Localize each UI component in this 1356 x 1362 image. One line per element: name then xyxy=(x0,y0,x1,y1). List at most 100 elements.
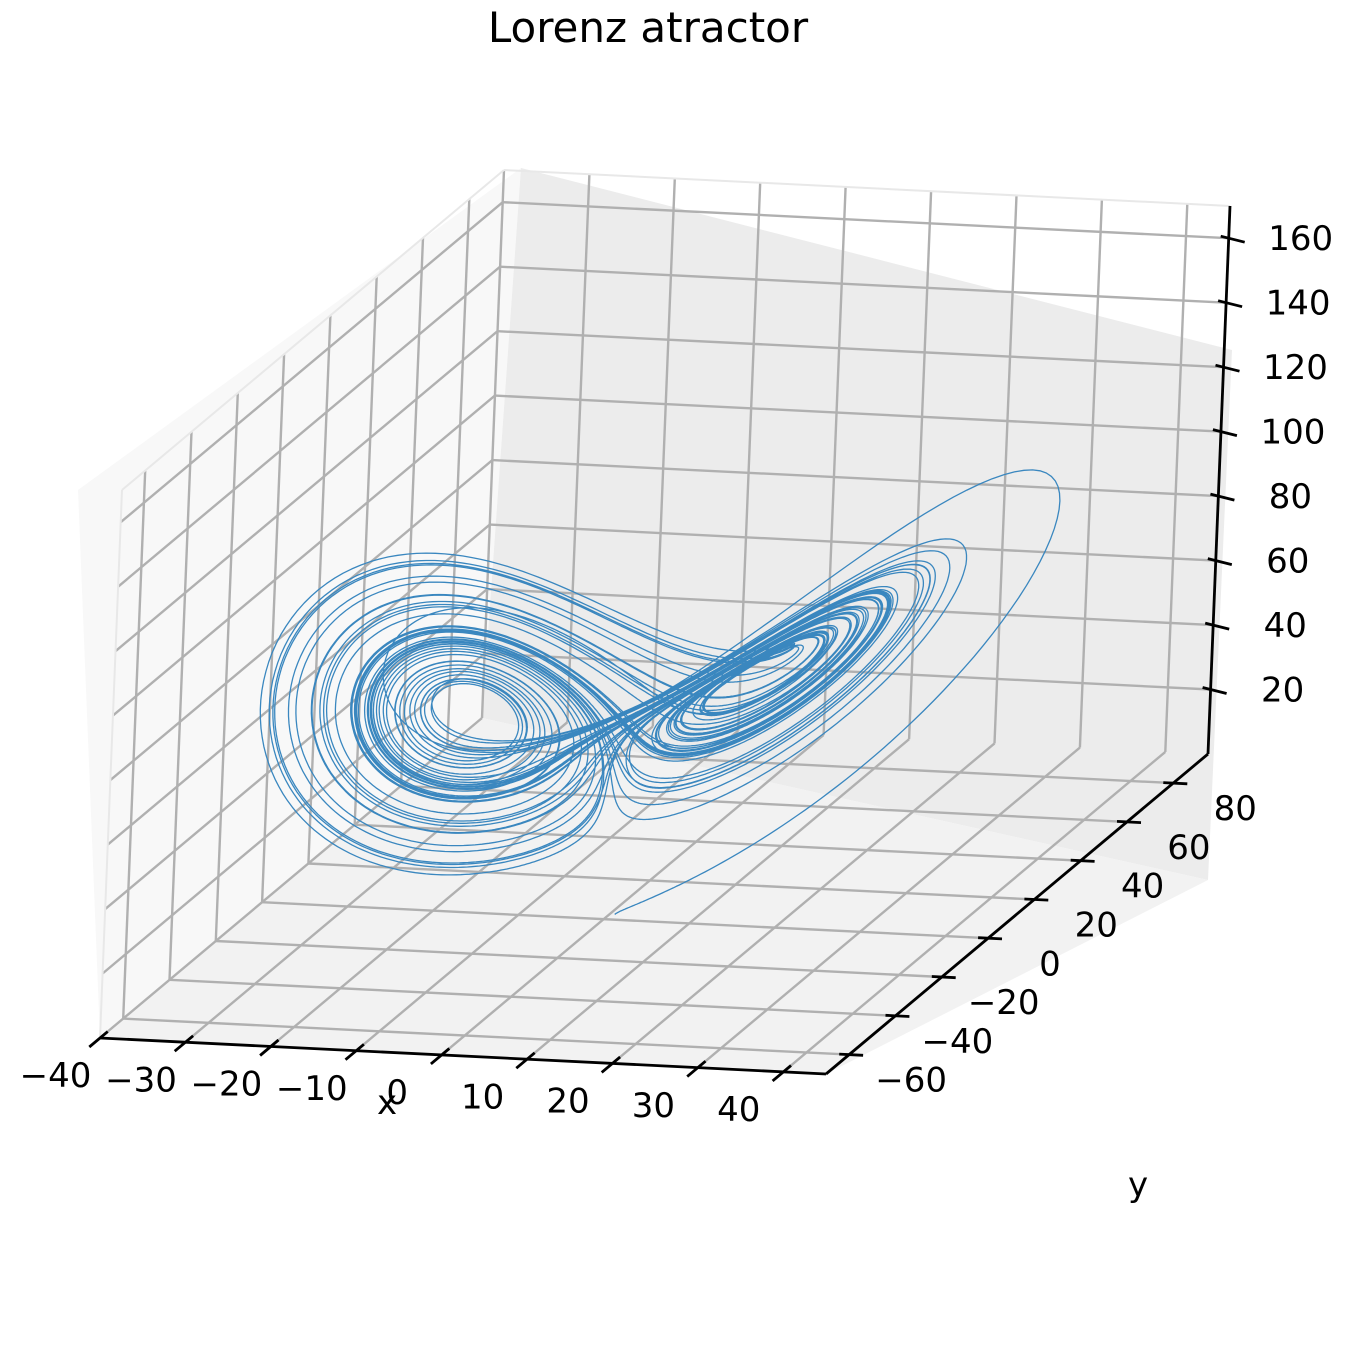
y-tick-mark xyxy=(885,1013,910,1018)
z-tick-mark xyxy=(1204,621,1230,631)
axis-panes xyxy=(78,168,1232,1074)
y-tick-label: −20 xyxy=(968,983,1040,1023)
axis-lines: −40 −30 −20 −10 0 10 20 30 40−60−40−200204060802… xyxy=(20,205,1333,1130)
grid-line-z-left xyxy=(114,330,499,653)
left-pane xyxy=(78,168,521,1038)
grid-line-z-back xyxy=(500,265,1227,304)
x-tick-label: 20 xyxy=(546,1082,589,1122)
x-tick-label: −20 xyxy=(191,1065,263,1105)
grid-line-x-floor xyxy=(355,729,739,1052)
grid-line-x-floor xyxy=(782,750,1167,1073)
x-tick-label: −30 xyxy=(105,1061,177,1101)
z-tick-mark xyxy=(1207,557,1233,566)
z-tick-label: 140 xyxy=(1266,284,1331,324)
grid-line-y-left xyxy=(446,199,471,748)
z-tick-mark xyxy=(1210,492,1235,502)
series-line-trajectory xyxy=(259,469,1061,915)
grid-line-x-back xyxy=(566,174,591,723)
grid-line-y-left xyxy=(168,431,193,980)
z-tick-label: 40 xyxy=(1264,606,1307,646)
grid-line-z-back xyxy=(489,523,1216,562)
grid-line-z-back xyxy=(494,394,1221,433)
grid-line-x-back xyxy=(737,182,762,731)
grid-line-x-floor xyxy=(611,742,996,1065)
z-tick-label: 60 xyxy=(1266,542,1309,582)
z-tick-mark xyxy=(1202,686,1227,695)
x-axis-line xyxy=(99,1036,827,1076)
y-tick-label: −40 xyxy=(922,1022,994,1062)
z-tick-label: 160 xyxy=(1268,219,1333,259)
grid-line-x-floor xyxy=(526,738,910,1061)
y-tick-label: 20 xyxy=(1075,906,1118,946)
x-tick-mark xyxy=(430,1047,451,1065)
grid-line-y-floor xyxy=(123,1017,850,1056)
grid-line-x-floor xyxy=(270,725,654,1048)
grid-line-y-left xyxy=(214,392,239,942)
grid-line-y-floor xyxy=(169,978,896,1017)
y-tick-label: 60 xyxy=(1167,828,1210,868)
z-tick-mark xyxy=(1215,363,1240,373)
x-tick-label: 10 xyxy=(461,1077,504,1117)
pane-edge xyxy=(503,169,1231,207)
x-tick-mark xyxy=(771,1064,792,1082)
z-tick-mark xyxy=(1212,428,1238,437)
x-tick-label: 30 xyxy=(632,1086,675,1126)
z-tick-label: 100 xyxy=(1260,413,1325,453)
grid-line-x-back xyxy=(651,178,676,727)
grid-line-x-floor xyxy=(440,733,825,1056)
grid-line-z-back xyxy=(497,330,1224,369)
y-tick-label: 40 xyxy=(1121,867,1164,907)
y-axis-label: y xyxy=(1128,1165,1148,1205)
x-tick-label: 40 xyxy=(717,1090,760,1130)
grid-line-z-left xyxy=(119,201,504,524)
x-tick-label: −40 xyxy=(20,1056,92,1096)
y-tick-label: −60 xyxy=(875,1061,947,1101)
grid-line-x-back xyxy=(1078,199,1104,748)
x-tick-label: −10 xyxy=(276,1069,348,1109)
grid-line-z-left xyxy=(117,265,501,588)
x-tick-mark xyxy=(515,1051,536,1070)
z-tick-label: 120 xyxy=(1263,348,1328,388)
grid-line-y-left xyxy=(260,354,286,903)
grid-line-z-back xyxy=(502,201,1229,240)
chart-title: Lorenz atractor xyxy=(488,3,809,52)
grid-line-y-floor xyxy=(308,862,1035,901)
x-tick-mark xyxy=(259,1038,280,1057)
grid-line-z-back xyxy=(492,458,1219,498)
grid-line-x-floor xyxy=(184,721,569,1044)
y-tick-mark xyxy=(1070,858,1095,863)
grid-line-x-back xyxy=(1164,203,1189,752)
x-tick-mark xyxy=(173,1034,194,1053)
grid-line-y-floor xyxy=(262,901,989,940)
pane-edge xyxy=(121,169,505,491)
grid-line-y-floor xyxy=(215,939,942,979)
x-axis-label: x xyxy=(377,1083,397,1123)
x-tick-mark xyxy=(686,1060,707,1078)
grid-line-y-floor xyxy=(354,823,1081,862)
x-tick-mark xyxy=(88,1030,109,1049)
grid-line-y-left xyxy=(399,237,425,786)
grid-line-x-back xyxy=(907,191,933,740)
z-axis-line xyxy=(1206,205,1232,755)
y-tick-mark xyxy=(1024,897,1049,902)
x-tick-mark xyxy=(344,1043,365,1061)
y-tick-label: 0 xyxy=(1039,944,1061,984)
z-tick-mark xyxy=(1220,234,1246,244)
y-tick-label: 80 xyxy=(1214,789,1257,829)
y-tick-mark xyxy=(1116,820,1142,824)
trajectory-layer xyxy=(259,469,1061,915)
z-tick-label: 80 xyxy=(1269,477,1312,517)
grid-line-y-left xyxy=(122,470,147,1019)
grid-line-x-back xyxy=(993,195,1018,744)
y-tick-mark xyxy=(839,1052,864,1057)
pane-edge xyxy=(99,489,123,1039)
grid-line-x-floor xyxy=(697,746,1081,1069)
z-tick-label: 20 xyxy=(1261,671,1304,711)
grid-line-x-back xyxy=(480,169,506,719)
grid-line-z-left xyxy=(112,394,496,717)
x-tick-label: 0 xyxy=(386,1073,408,1113)
z-tick-mark xyxy=(1217,299,1243,309)
y-tick-mark xyxy=(978,936,1003,941)
y-tick-mark xyxy=(931,975,956,980)
